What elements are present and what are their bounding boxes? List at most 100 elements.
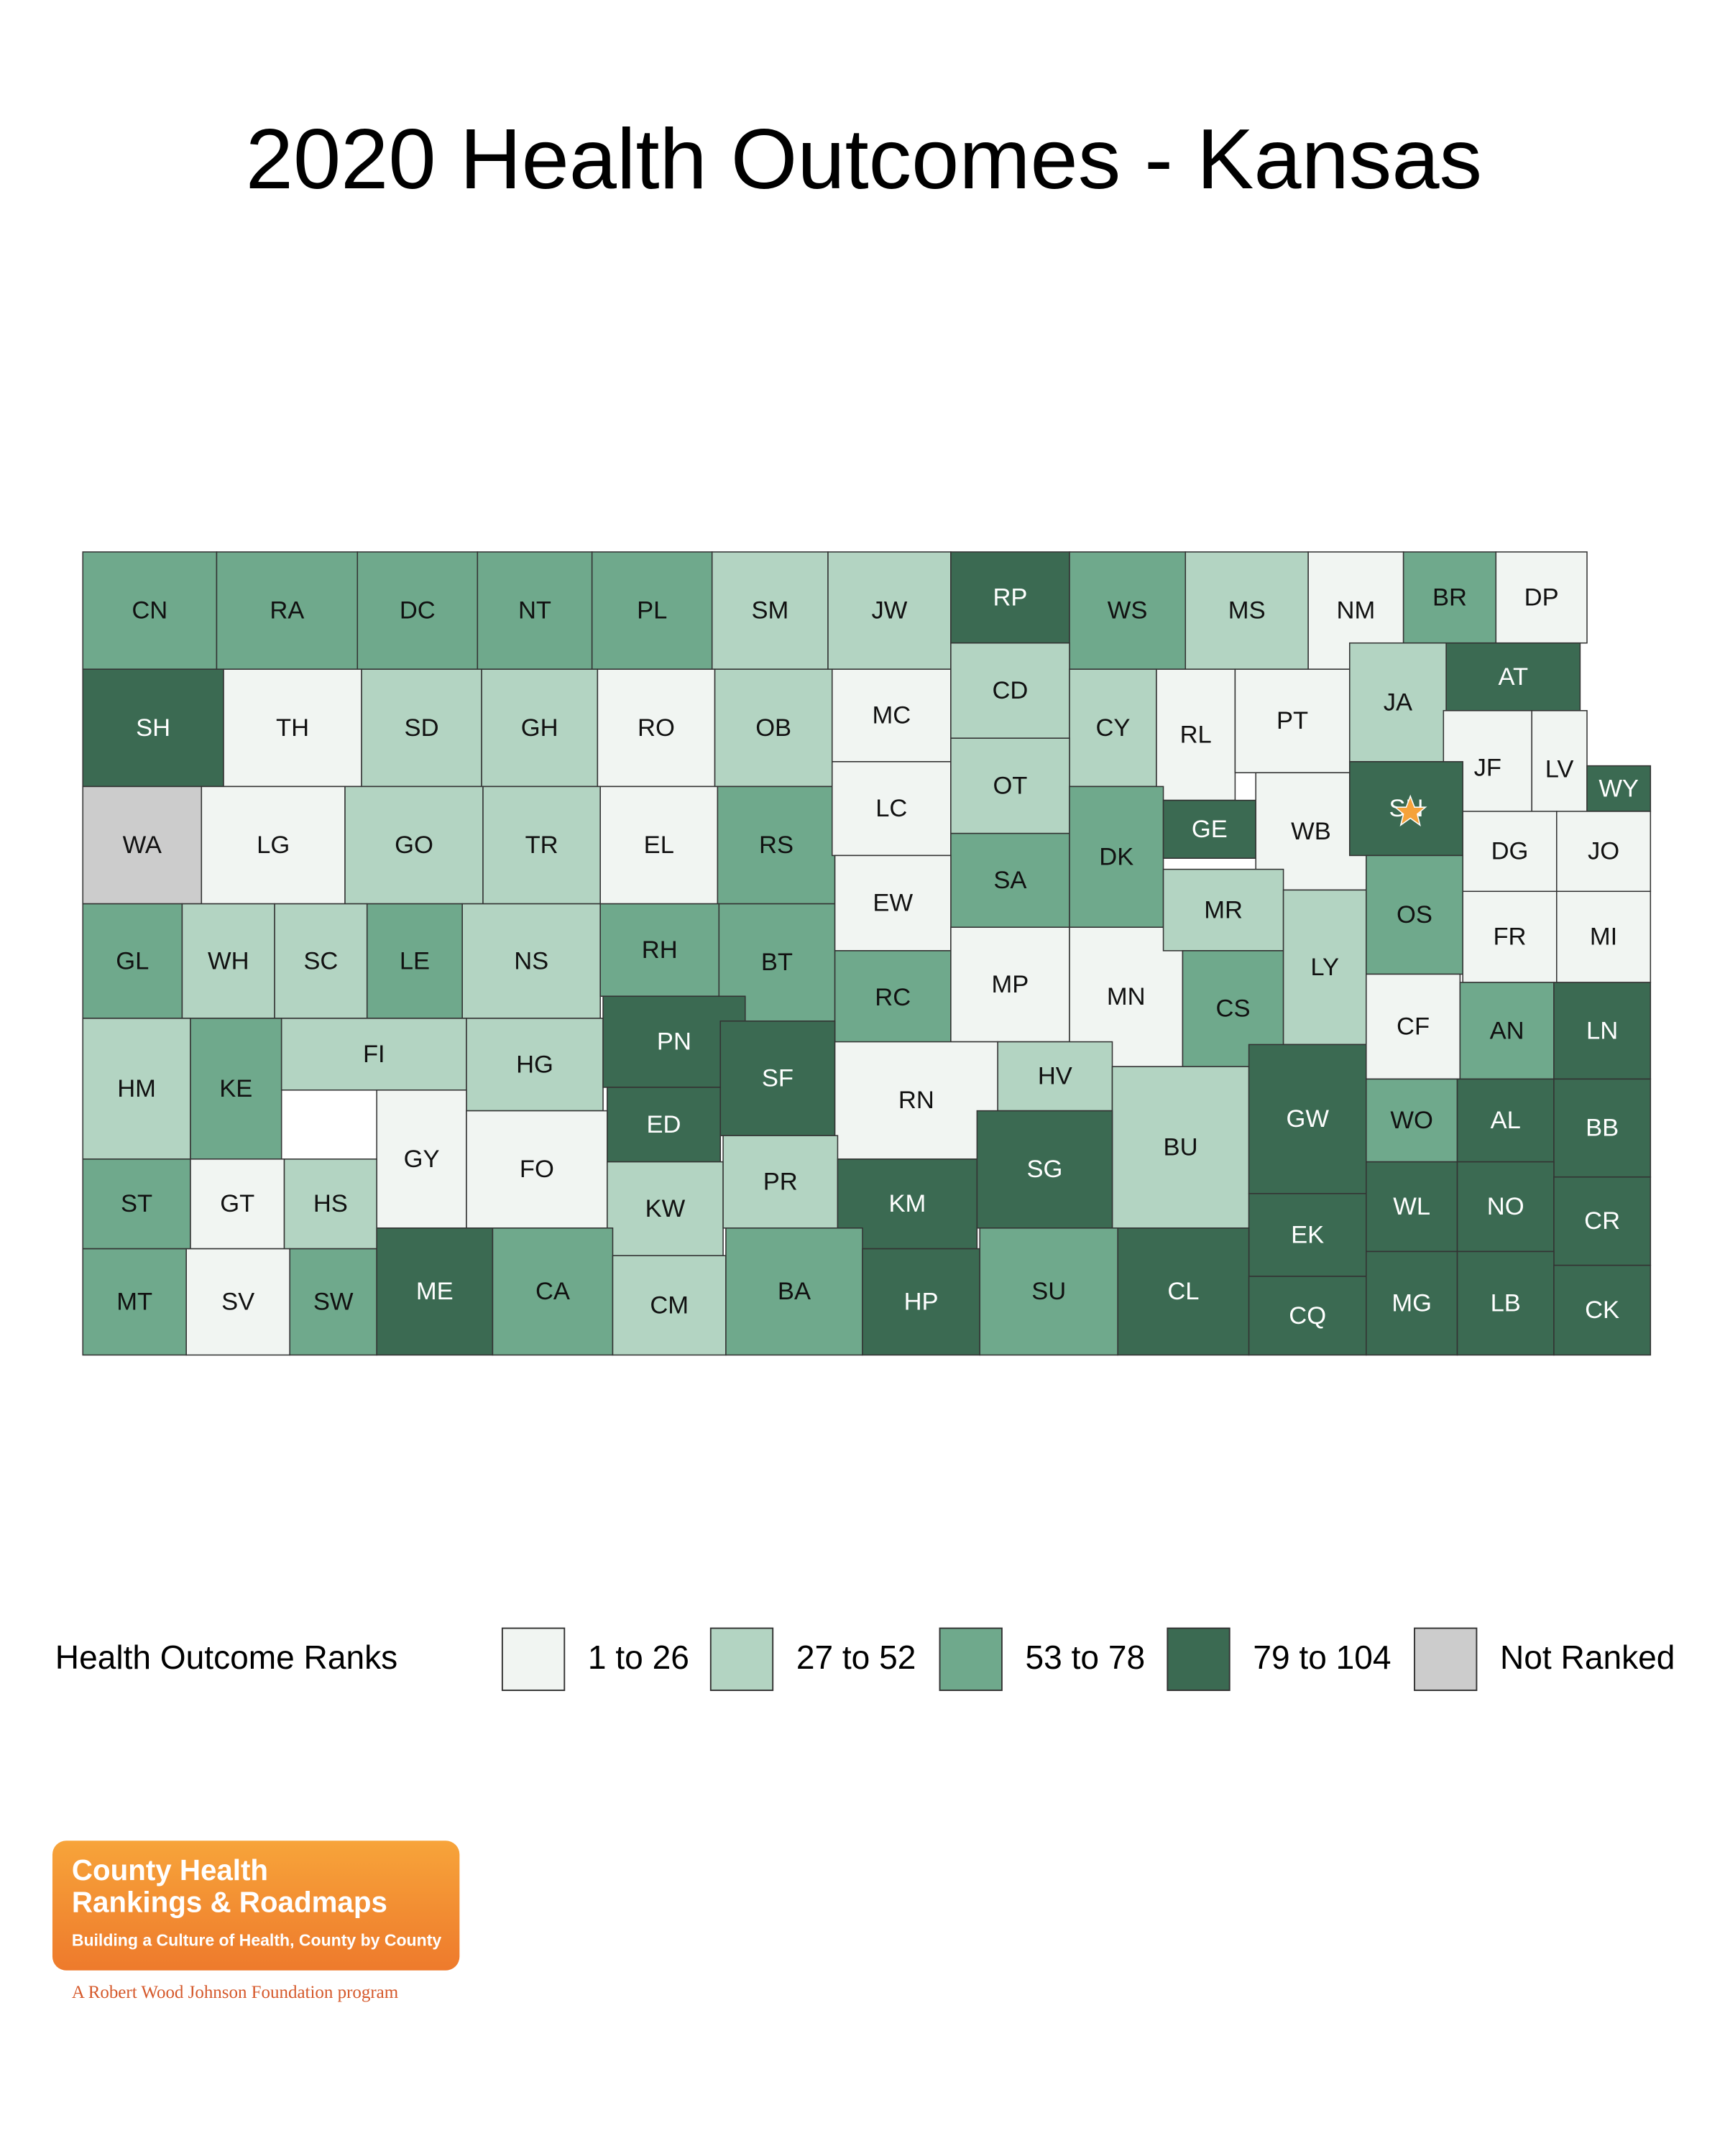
county-label: NO xyxy=(1487,1193,1524,1220)
county-label: WO xyxy=(1390,1107,1432,1134)
county-label: JA xyxy=(1384,688,1412,716)
county xyxy=(1182,950,1284,1067)
county-label: LB xyxy=(1491,1289,1521,1317)
county-label: AT xyxy=(1498,663,1528,691)
county-label: RP xyxy=(993,584,1027,611)
county xyxy=(185,1248,290,1356)
county-label: GO xyxy=(395,831,433,859)
county xyxy=(1184,551,1309,670)
county xyxy=(466,1110,608,1229)
county-label: CS xyxy=(1216,995,1251,1023)
county-label: MC xyxy=(872,702,911,729)
legend-swatch xyxy=(1414,1627,1478,1691)
county xyxy=(1553,1176,1652,1266)
legend-swatch xyxy=(501,1627,566,1691)
county xyxy=(597,668,716,788)
county xyxy=(82,903,183,1019)
county xyxy=(356,551,479,670)
county-label: SM xyxy=(751,597,788,625)
county-label: PT xyxy=(1276,707,1308,734)
county-label: SG xyxy=(1026,1156,1062,1183)
county-label: BA xyxy=(778,1278,811,1305)
county-label: AL xyxy=(1491,1107,1521,1134)
county xyxy=(834,854,952,952)
county-label: FO xyxy=(520,1156,554,1183)
county-label: NM xyxy=(1337,597,1376,625)
county xyxy=(997,1041,1113,1112)
county-label: AN xyxy=(1490,1017,1524,1044)
county xyxy=(283,1158,377,1250)
county-label: HM xyxy=(117,1075,156,1102)
county xyxy=(82,1158,191,1250)
county xyxy=(979,1227,1118,1356)
county xyxy=(223,668,362,788)
logo-sponsor: A Robert Wood Johnson Foundation program xyxy=(72,1983,399,2002)
county xyxy=(82,668,224,788)
county-label: OS xyxy=(1397,901,1432,929)
county-label: FR xyxy=(1493,923,1526,951)
county-label: WB xyxy=(1291,818,1331,845)
title: 2020 Health Outcomes - Kansas xyxy=(246,111,1482,207)
legend: Health Outcome Ranks 1 to 26 27 to 52 53 t… xyxy=(55,1627,1675,1691)
county-label: JF xyxy=(1474,755,1501,782)
county xyxy=(591,551,713,670)
county xyxy=(366,903,463,1019)
county-label: DC xyxy=(400,597,436,625)
legend-label: 1 to 26 xyxy=(588,1639,689,1676)
county-label: ST xyxy=(121,1190,152,1217)
county-label: GY xyxy=(404,1146,440,1173)
county xyxy=(1366,1078,1458,1163)
county xyxy=(612,1255,727,1356)
county xyxy=(1248,1193,1367,1277)
county xyxy=(711,551,829,670)
county-label: CY xyxy=(1095,714,1130,742)
county xyxy=(722,1135,839,1229)
county-label: CK xyxy=(1585,1296,1619,1324)
logo-line2: Rankings & Roadmaps xyxy=(72,1885,387,1918)
county-label: ED xyxy=(647,1111,681,1138)
county-label: RH xyxy=(642,936,678,964)
county xyxy=(477,551,593,670)
county-label: WS xyxy=(1108,597,1148,625)
county-label: CQ xyxy=(1289,1302,1326,1330)
legend-label: 53 to 78 xyxy=(1026,1639,1146,1676)
logo: County Health Rankings & Roadmaps Buildi… xyxy=(52,1841,460,2002)
county-label: RO xyxy=(638,714,675,742)
county-label: MS xyxy=(1228,597,1266,625)
county xyxy=(82,1248,187,1356)
county-label: CN xyxy=(132,597,167,625)
county xyxy=(1586,765,1652,812)
county-label: PR xyxy=(763,1169,798,1196)
county xyxy=(1402,551,1497,644)
county-label: MG xyxy=(1392,1289,1432,1317)
county xyxy=(481,668,599,788)
county-label: BU xyxy=(1164,1134,1198,1161)
county xyxy=(181,903,275,1019)
county xyxy=(216,551,359,670)
county xyxy=(1445,642,1581,711)
county-label: HG xyxy=(516,1051,553,1078)
county-label: TH xyxy=(276,714,309,742)
logo-line1: County Health xyxy=(72,1853,268,1886)
county xyxy=(1069,786,1164,929)
county-label: CL xyxy=(1167,1278,1199,1305)
county xyxy=(719,1021,836,1136)
county xyxy=(1366,854,1463,975)
county xyxy=(607,1087,722,1163)
county-label: WH xyxy=(208,947,249,975)
county-label: GL xyxy=(116,947,149,975)
county xyxy=(1162,799,1256,860)
county-label: RC xyxy=(875,984,911,1011)
legend-label: 27 to 52 xyxy=(796,1639,916,1676)
county-label: HP xyxy=(904,1289,939,1316)
county-label: NT xyxy=(518,597,551,625)
county-label: NS xyxy=(514,947,548,975)
county xyxy=(950,642,1070,739)
county-label: GT xyxy=(220,1190,254,1217)
county-label: MN xyxy=(1107,983,1146,1010)
county xyxy=(1531,710,1588,829)
county xyxy=(834,950,952,1046)
county-label: GW xyxy=(1286,1105,1329,1133)
county xyxy=(834,1041,998,1160)
county xyxy=(1348,642,1447,763)
